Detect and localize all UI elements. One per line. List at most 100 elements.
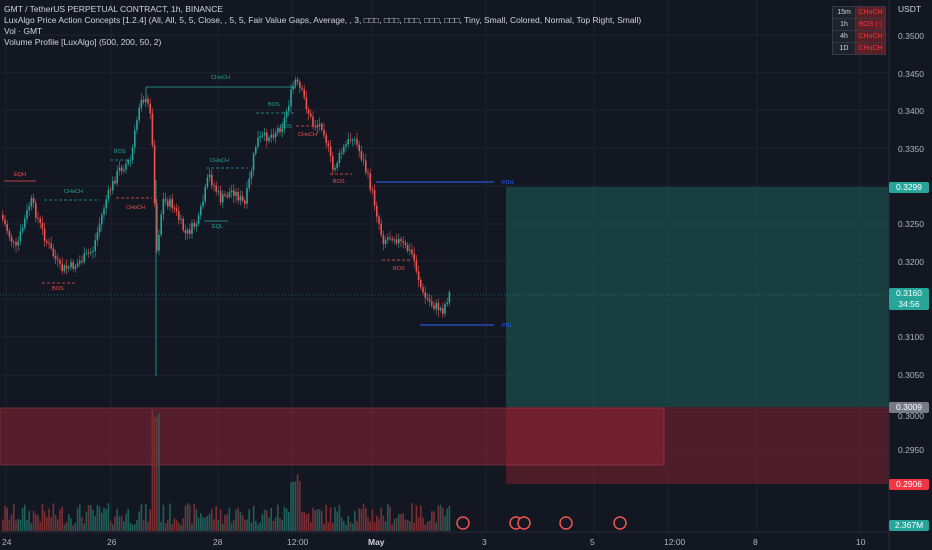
- volume-bar: [367, 517, 369, 531]
- candle-body: [112, 180, 114, 191]
- volume-bar: [431, 511, 433, 531]
- candle-body: [409, 249, 411, 251]
- volume-bar: [173, 518, 176, 531]
- volume-bar: [200, 513, 202, 531]
- candle-body: [30, 197, 33, 207]
- candle-body: [142, 99, 145, 103]
- candle-body: [224, 194, 226, 196]
- currency-label[interactable]: USDT: [898, 4, 922, 14]
- volume-bar: [167, 519, 169, 531]
- symbol-title[interactable]: GMT / TetherUS PERPETUAL CONTRACT, 1h, B…: [4, 4, 224, 14]
- entry-price-label: 0.3009: [889, 402, 929, 413]
- candle-body: [153, 145, 156, 204]
- volume-bar: [222, 523, 224, 531]
- volume-bar: [186, 503, 189, 531]
- candle-body: [406, 244, 409, 251]
- volume-bar: [446, 508, 448, 531]
- candle-body: [290, 89, 292, 106]
- candle-body: [28, 206, 30, 211]
- candle-body: [63, 265, 66, 272]
- candle-body: [327, 143, 330, 147]
- volume-bar: [422, 517, 424, 531]
- candle-body: [228, 192, 231, 197]
- time-tick: 8: [753, 537, 758, 547]
- volume-bar: [263, 509, 266, 531]
- candle-body: [105, 199, 107, 209]
- candle-body: [393, 239, 396, 241]
- time-tick: 12:00: [287, 537, 309, 547]
- candle-body: [382, 234, 385, 244]
- candle-body: [356, 139, 358, 145]
- volume-bar: [444, 515, 446, 531]
- indicator-volume-profile[interactable]: Volume Profile [LuxAlgo] (500, 200, 50, …: [4, 37, 162, 47]
- fair-value-gap-zone: [0, 407, 665, 466]
- volume-bar: [191, 523, 193, 531]
- volume-bar: [420, 505, 422, 531]
- volume-bar: [158, 413, 160, 531]
- volume-bar: [195, 509, 198, 531]
- candle-body: [307, 109, 310, 114]
- candle-body: [184, 230, 187, 234]
- candle-body: [316, 125, 319, 128]
- volume-bar: [83, 523, 85, 531]
- candle-body: [109, 189, 112, 191]
- volume-bar: [138, 511, 140, 531]
- candle-body: [274, 132, 277, 138]
- volume-bar: [107, 503, 110, 531]
- candle-body: [301, 87, 303, 90]
- candle-body: [173, 207, 176, 209]
- candle-body: [296, 79, 299, 82]
- chart-legend: GMT / TetherUS PERPETUAL CONTRACT, 1h, B…: [4, 4, 641, 48]
- volume-bar: [314, 510, 316, 531]
- event-flags[interactable]: [456, 516, 627, 530]
- mtf-timeframe: 4h: [832, 30, 856, 43]
- candle-body: [222, 194, 224, 203]
- volume-bar: [145, 503, 147, 531]
- candle-body: [367, 172, 369, 174]
- candle-body: [318, 123, 321, 126]
- candle-body: [171, 199, 173, 208]
- label-eql: EQL: [212, 224, 223, 230]
- volume-bar: [398, 514, 400, 531]
- candle-body: [349, 139, 352, 141]
- volume-bar: [206, 515, 209, 531]
- candle-body: [151, 113, 154, 146]
- candle-body: [35, 202, 37, 218]
- indicator-volume[interactable]: Vol · GMT: [4, 26, 43, 36]
- volume-bar: [8, 519, 11, 531]
- candle-body: [136, 120, 138, 131]
- candle-body: [8, 230, 11, 237]
- volume-bar: [46, 517, 48, 531]
- volume-bar: [400, 514, 402, 531]
- candle-body: [435, 303, 437, 309]
- volume-bar: [435, 522, 437, 531]
- volume-bar: [70, 518, 72, 531]
- volume-bar: [272, 521, 275, 531]
- volume-bar: [6, 507, 8, 531]
- volume-bar: [105, 509, 107, 531]
- indicator-luxalgo-pac[interactable]: LuxAlgo Price Action Concepts [1.2.4] (A…: [4, 15, 642, 25]
- label-eqh: EQH: [14, 172, 26, 178]
- volume-bar: [393, 518, 396, 531]
- candle-body: [94, 240, 96, 251]
- candle-body: [277, 128, 279, 133]
- bar-countdown: 34:56: [898, 299, 920, 309]
- volume-bar: [81, 517, 83, 531]
- volume-bar: [52, 503, 55, 531]
- volume-bar: [345, 524, 347, 531]
- candle-body: [310, 113, 312, 117]
- volume-bar: [358, 508, 360, 531]
- candle-body: [211, 174, 213, 186]
- candle-body: [215, 185, 217, 192]
- volume-bar: [305, 513, 308, 531]
- volume-bar: [103, 507, 105, 531]
- volume-bar: [318, 509, 321, 531]
- volume-bar: [10, 514, 13, 531]
- volume-bar: [303, 511, 305, 531]
- volume-bar: [380, 507, 382, 531]
- time-tick: 24: [2, 537, 12, 547]
- volume-bar: [123, 521, 125, 531]
- candle-body: [156, 203, 158, 251]
- volume-bar: [237, 507, 239, 531]
